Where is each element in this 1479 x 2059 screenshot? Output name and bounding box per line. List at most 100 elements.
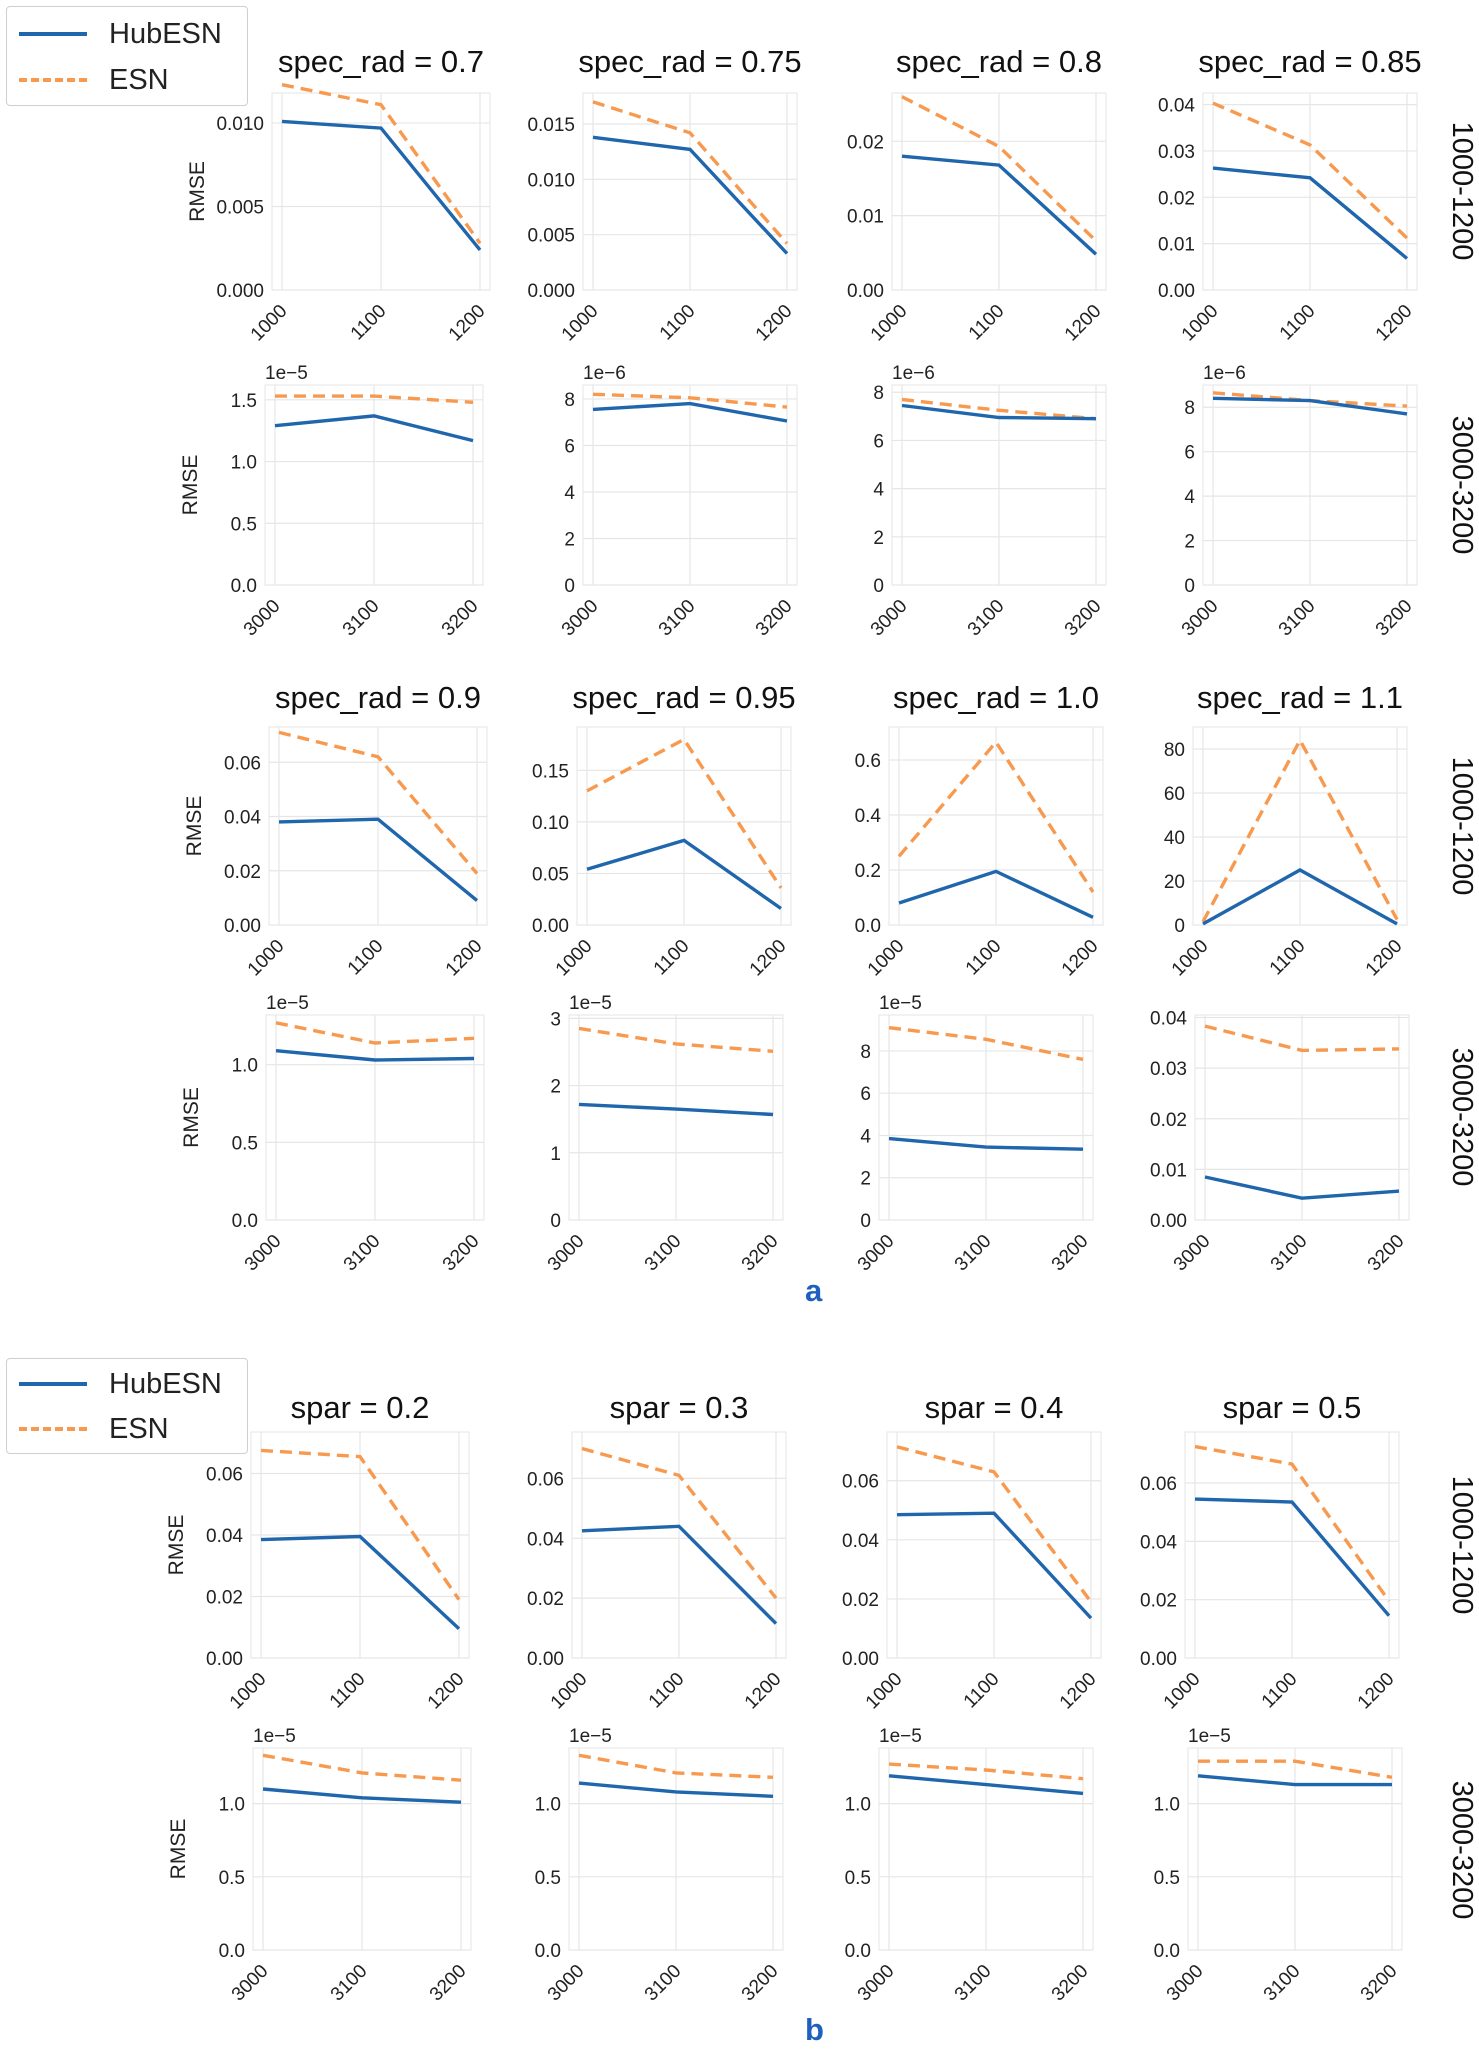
x-tick-label: 1000 [864, 936, 909, 981]
x-tick-label: 3100 [340, 1231, 385, 1276]
x-tick-label: 1000 [1178, 301, 1223, 346]
series-esn-line [586, 737, 783, 889]
series-hubesn-line [592, 135, 789, 255]
subplot-a_r2-4: 0 2 4 6 8 3000 3100 3200 1e−6 [1178, 363, 1418, 641]
subplot-title: spec_rad = 1.1 [1197, 680, 1403, 715]
y-tick-label: 1.0 [219, 1795, 245, 1816]
series-hubesn-line [592, 401, 788, 423]
legend-label-hubesn: HubESN [109, 17, 222, 50]
x-tick-label: 1200 [1058, 936, 1103, 981]
subplot-title: spar = 0.4 [925, 1390, 1064, 1425]
y-axis-label: RMSE [179, 455, 202, 516]
x-tick-label: 3200 [738, 1961, 783, 2006]
series-esn-line [1212, 101, 1409, 240]
row-label: 3000-3200 [1446, 1048, 1478, 1187]
y-tick-label: 0.5 [219, 1868, 245, 1889]
legend-line-esn [19, 78, 87, 82]
series-hubesn-line [1194, 1497, 1391, 1617]
y-tick-label: 0.00 [1158, 281, 1195, 302]
series-esn-line [1204, 1024, 1400, 1053]
y-tick-label: 0.06 [206, 1465, 243, 1486]
y-tick-label: 0.02 [842, 1590, 879, 1611]
legend-a: HubESN ESN [6, 6, 248, 106]
y-tick-label: 0.00 [1150, 1211, 1187, 1232]
y-tick-label: 0.06 [224, 753, 261, 774]
panel-label-b: b [805, 2012, 824, 2047]
y-axis-label: RMSE [180, 1087, 203, 1148]
x-tick-label: 1000 [862, 1669, 907, 1714]
y-multiplier-label: 1e−5 [879, 1726, 922, 1747]
subplot-a_r1-3: 0.00 0.01 0.02 1000 1100 1200 spec_rad = 0.8 [847, 44, 1107, 346]
y-tick-label: 0.0 [231, 576, 257, 597]
x-tick-label: 3200 [426, 1961, 471, 2006]
y-tick-label: 0 [1174, 916, 1185, 937]
subplot-a_r3-3: 0.0 0.2 0.4 0.6 1000 1100 1200 spec_rad = 1.0 [855, 680, 1104, 981]
y-tick-label: 6 [564, 436, 575, 457]
x-tick-label: 1100 [1258, 1669, 1302, 1713]
y-tick-label: 3 [550, 1009, 561, 1030]
y-tick-label: 0.5 [1154, 1868, 1180, 1889]
series-hubesn-line [1212, 166, 1409, 260]
y-tick-label: 0.6 [855, 751, 881, 772]
x-tick-label: 3100 [1275, 596, 1320, 641]
legend-line-esn [19, 1427, 87, 1431]
subplot-a_r4-2: 0 1 2 3 3000 3100 3200 1e−5 [544, 993, 784, 1276]
subplot-title: spar = 0.5 [1223, 1390, 1362, 1425]
subplot-a_r2-1: 0.0 0.5 1.0 1.5 3000 3100 3200 1e−5 RMSE [179, 363, 484, 641]
x-tick-label: 3000 [228, 1961, 273, 2006]
x-tick-label: 3100 [339, 596, 384, 641]
y-tick-label: 0.005 [216, 198, 264, 219]
x-tick-label: 1100 [645, 1669, 689, 1713]
x-tick-label: 1100 [965, 301, 1009, 345]
series-esn-line [897, 739, 1095, 893]
y-axis-label: RMSE [167, 1819, 190, 1880]
series-hubesn-line [578, 1102, 774, 1117]
y-tick-label: 0.04 [1158, 96, 1195, 117]
x-tick-label: 1000 [867, 301, 912, 346]
y-multiplier-label: 1e−6 [1203, 363, 1246, 384]
y-tick-label: 4 [564, 483, 575, 504]
chart-row-b_r1: 0.00 0.02 0.04 0.06 1000 1100 1200 spar = 0.2 RM… [165, 1390, 1478, 1713]
y-tick-label: 0.5 [535, 1868, 561, 1889]
y-tick-label: 8 [860, 1042, 871, 1063]
series-esn-line [592, 392, 788, 409]
x-tick-label: 1000 [552, 936, 597, 981]
y-tick-label: 1.0 [232, 1056, 258, 1077]
series-esn-line [275, 1021, 475, 1045]
y-tick-label: 1.5 [231, 391, 257, 412]
series-hubesn-line [275, 1049, 475, 1062]
y-tick-label: 1.0 [231, 453, 257, 474]
x-tick-label: 1200 [442, 936, 487, 981]
y-tick-label: 0.5 [232, 1133, 258, 1154]
y-tick-label: 0.05 [532, 864, 569, 885]
x-tick-label: 1100 [960, 1669, 1004, 1713]
subplot-b_r2-3: 0.0 0.5 1.0 3000 3100 3200 1e−5 [845, 1726, 1094, 2006]
y-tick-label: 0.000 [527, 281, 575, 302]
y-tick-label: 0 [564, 576, 575, 597]
chart-row-a_r4: 0.0 0.5 1.0 3000 3100 3200 1e−5 RMSE 0 1 2 3 3000 310… [180, 993, 1478, 1275]
x-tick-label: 3000 [854, 1961, 899, 2006]
y-multiplier-label: 1e−5 [1188, 1726, 1231, 1747]
series-hubesn-line [888, 1136, 1084, 1151]
subplot-title: spar = 0.2 [291, 1390, 430, 1425]
y-tick-label: 2 [550, 1077, 561, 1098]
x-tick-label: 3100 [327, 1961, 372, 2006]
legend-entry-hubesn: HubESN [19, 17, 222, 50]
chart-row-a_r1: 0.000 0.005 0.010 1000 1100 1200 spec_rad = 0.… [186, 44, 1478, 345]
x-tick-label: 1200 [741, 1669, 786, 1714]
y-axis-label: RMSE [165, 1515, 188, 1576]
y-tick-label: 8 [564, 390, 575, 411]
y-tick-label: 1.0 [845, 1795, 871, 1816]
series-esn-line [275, 394, 474, 404]
x-tick-label: 1000 [558, 301, 603, 346]
y-tick-label: 0.010 [216, 114, 264, 135]
x-tick-label: 3000 [241, 1231, 286, 1276]
x-tick-label: 1200 [424, 1669, 469, 1714]
series-esn-line [578, 1026, 774, 1053]
x-tick-label: 1200 [1354, 1669, 1399, 1714]
x-tick-label: 1200 [746, 936, 791, 981]
y-tick-label: 4 [860, 1126, 871, 1147]
x-tick-label: 3000 [544, 1231, 589, 1276]
row-label: 3000-3200 [1446, 416, 1478, 555]
y-tick-label: 0.5 [845, 1868, 871, 1889]
